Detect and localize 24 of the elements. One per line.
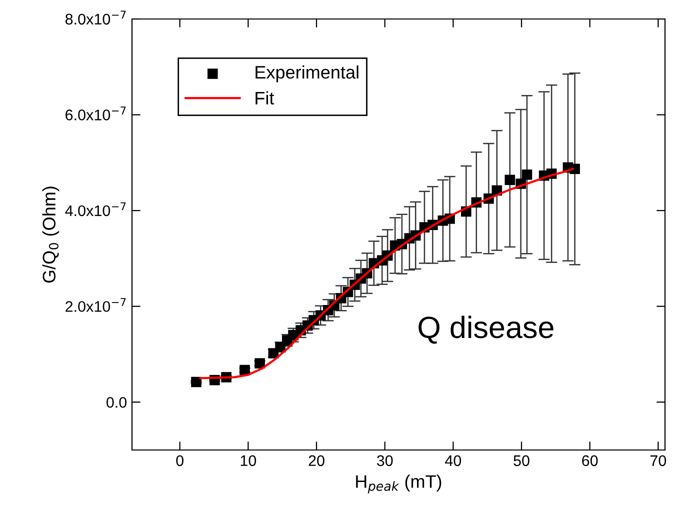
x-tick-label: 0: [176, 455, 184, 466]
point: [570, 164, 580, 174]
point: [504, 174, 516, 186]
point: [254, 358, 265, 368]
x-tick-label: 60: [582, 455, 598, 466]
x-tick-label: 30: [376, 455, 393, 466]
legend-label: Experimental: [256, 65, 358, 82]
legend-label: Fit: [256, 91, 274, 105]
y-tick-label: 8.0x10$^{−7}$: [65, 10, 126, 25]
annotation: Q disease: [418, 316, 554, 344]
x-axis-title: H$_{peak}$ (mT): [356, 474, 442, 494]
y-axis-title: G/Q$_{0}$ (Ohm): [42, 186, 60, 283]
x-tick-label: 10: [240, 455, 256, 466]
x-tick-label: 50: [514, 455, 530, 466]
x-tick-label: 70: [650, 455, 666, 466]
y-tick-label: 4.0x10$^{−7}$: [65, 202, 126, 216]
point: [240, 364, 250, 376]
y-tick-label: 2.0x10$^{−7}$: [66, 298, 126, 312]
x-tick-label: 20: [308, 455, 324, 466]
y-tick-label: 0.0: [106, 396, 127, 408]
x-tick-label: 40: [445, 455, 462, 466]
point: [191, 376, 202, 388]
y-tick-label: 6.0x10$^{−7}$: [66, 106, 126, 120]
point: [522, 169, 532, 180]
